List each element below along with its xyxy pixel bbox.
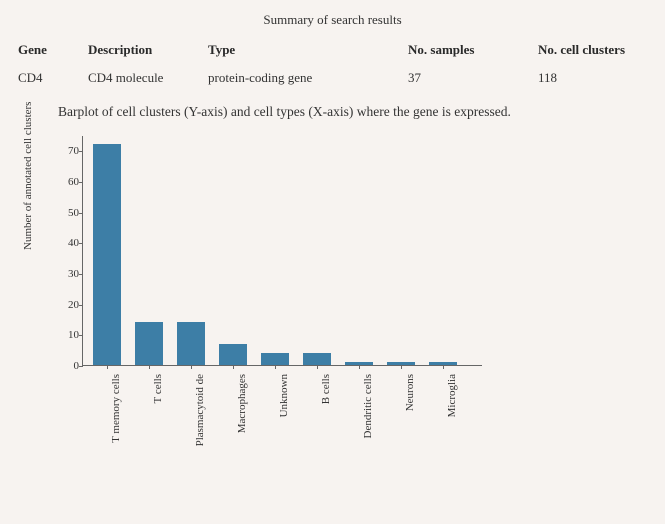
y-tick-mark — [79, 151, 83, 152]
col-header-description: Description — [88, 42, 208, 58]
y-tick-label: 60 — [51, 176, 79, 188]
x-tick-mark — [233, 365, 234, 369]
y-axis-label: Number of annotated cell clusters — [22, 102, 34, 250]
col-header-samples: No. samples — [408, 42, 538, 58]
x-tick-label: B cells — [320, 374, 332, 404]
bar — [261, 353, 289, 365]
y-tick-mark — [79, 213, 83, 214]
x-tick-mark — [401, 365, 402, 369]
col-header-type: Type — [208, 42, 408, 58]
col-header-gene: Gene — [18, 42, 88, 58]
x-tick-label: T cells — [152, 374, 164, 403]
x-tick-label: Unknown — [278, 374, 290, 417]
y-tick-label: 50 — [51, 207, 79, 219]
barplot-chart: Number of annotated cell clusters 010203… — [30, 130, 510, 510]
bars-container — [83, 136, 482, 365]
plot-area: 010203040506070 — [82, 136, 482, 366]
cell-gene: CD4 — [18, 70, 88, 86]
table-row: CD4 CD4 molecule protein-coding gene 37 … — [18, 68, 647, 98]
x-tick-mark — [317, 365, 318, 369]
x-tick-label: Macrophages — [236, 374, 248, 433]
x-tick-label: Dendritic cells — [362, 374, 374, 438]
y-tick-mark — [79, 274, 83, 275]
chart-caption: Barplot of cell clusters (Y-axis) and ce… — [0, 98, 665, 126]
x-tick-mark — [443, 365, 444, 369]
x-axis-labels: T memory cells T cells Plasmacytoid de Macr… — [82, 370, 482, 500]
bar — [135, 322, 163, 365]
y-tick-label: 70 — [51, 145, 79, 157]
col-header-clusters: No. cell clusters — [538, 42, 647, 58]
x-tick-mark — [191, 365, 192, 369]
cell-type: protein-coding gene — [208, 70, 408, 86]
table-header-row: Gene Description Type No. samples No. ce… — [18, 36, 647, 68]
y-tick-mark — [79, 243, 83, 244]
y-tick-label: 10 — [51, 329, 79, 341]
y-tick-label: 0 — [51, 360, 79, 372]
y-tick-label: 40 — [51, 237, 79, 249]
bar — [93, 144, 121, 365]
cell-description: CD4 molecule — [88, 70, 208, 86]
y-tick-mark — [79, 335, 83, 336]
results-table: Gene Description Type No. samples No. ce… — [0, 36, 665, 98]
y-tick-mark — [79, 366, 83, 367]
x-tick-label: T memory cells — [110, 374, 122, 443]
x-tick-mark — [149, 365, 150, 369]
cell-clusters: 118 — [538, 70, 647, 86]
x-tick-mark — [275, 365, 276, 369]
bar — [177, 322, 205, 365]
bar — [219, 344, 247, 365]
cell-samples: 37 — [408, 70, 538, 86]
x-tick-label: Neurons — [404, 374, 416, 411]
x-tick-mark — [107, 365, 108, 369]
y-tick-label: 20 — [51, 299, 79, 311]
x-tick-mark — [359, 365, 360, 369]
y-tick-mark — [79, 182, 83, 183]
x-tick-label: Plasmacytoid de — [194, 374, 206, 446]
x-tick-label: Microglia — [446, 374, 458, 417]
y-tick-label: 30 — [51, 268, 79, 280]
bar — [303, 353, 331, 365]
y-tick-mark — [79, 305, 83, 306]
page-title: Summary of search results — [0, 0, 665, 36]
